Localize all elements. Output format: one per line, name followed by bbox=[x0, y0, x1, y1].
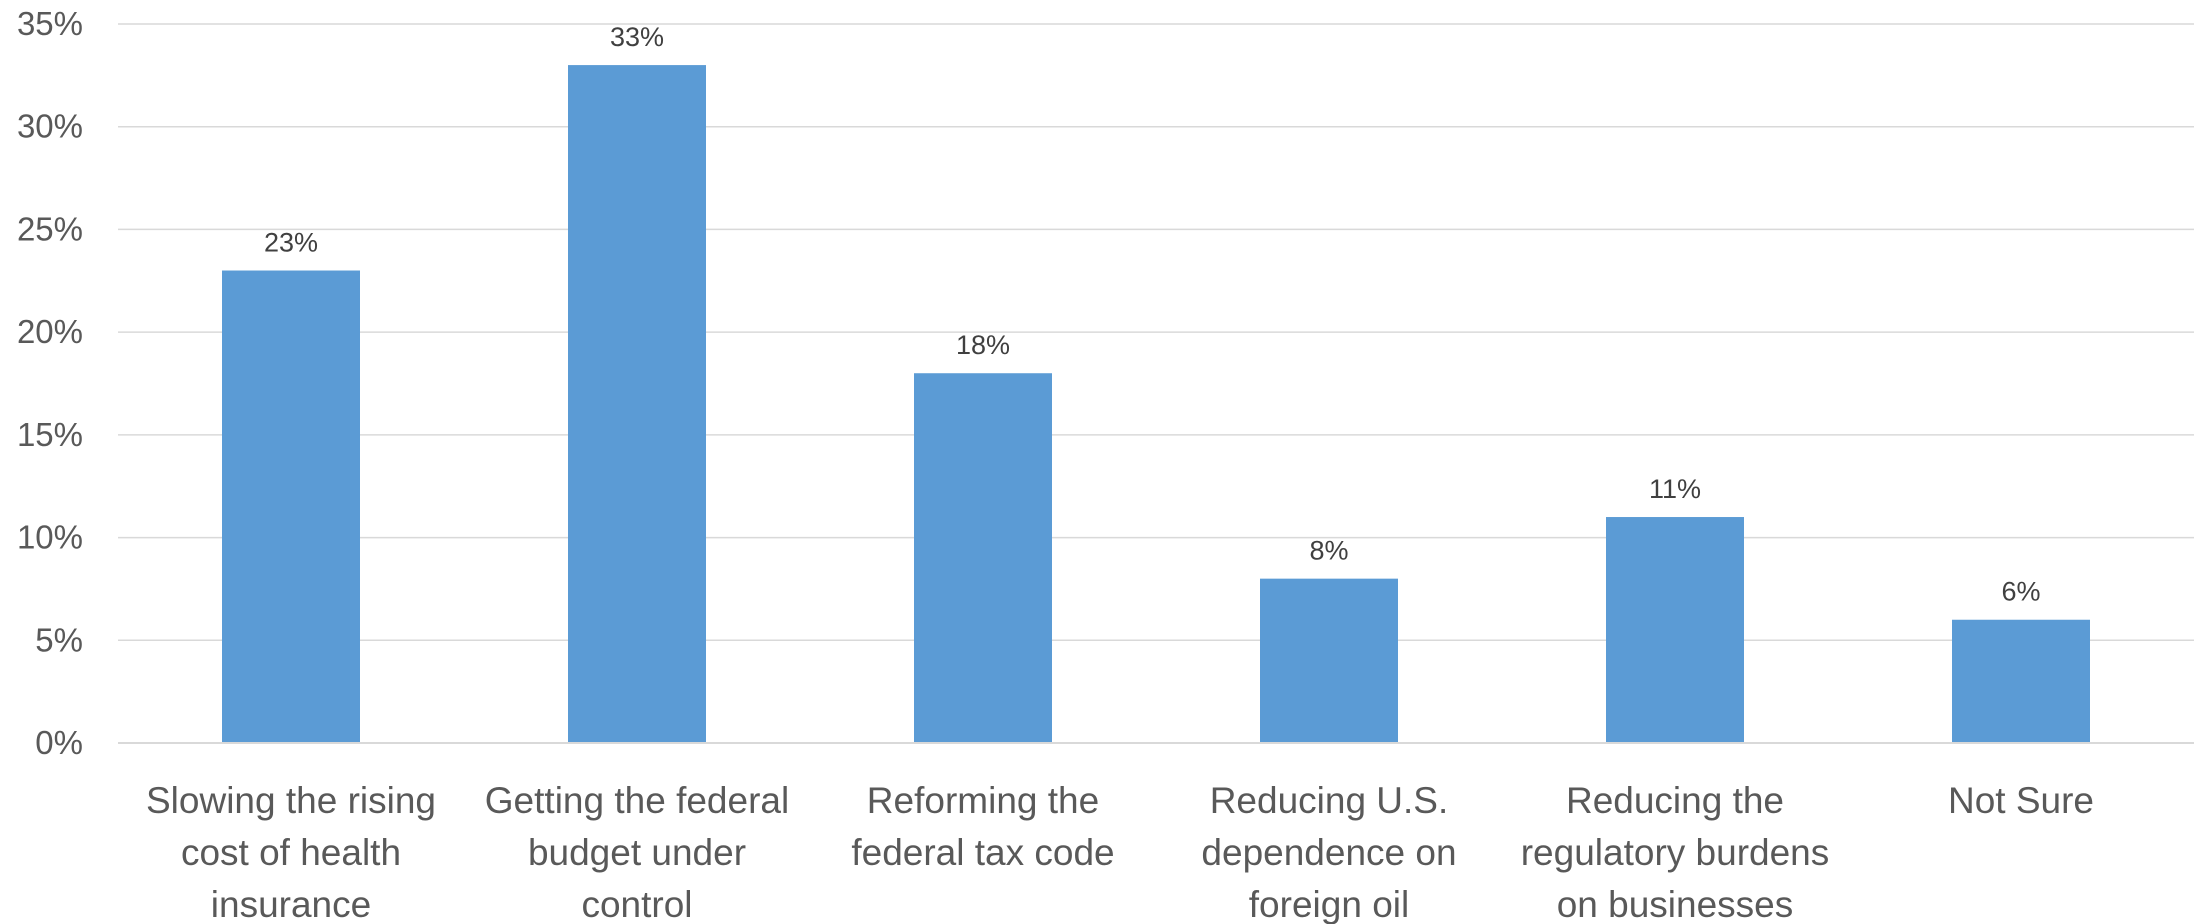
bar bbox=[914, 373, 1052, 743]
y-tick-label: 25% bbox=[17, 210, 83, 247]
y-tick-label: 10% bbox=[17, 519, 83, 556]
data-label: 23% bbox=[264, 228, 318, 258]
category-label: Not Sure bbox=[1948, 780, 2094, 821]
y-tick-label: 20% bbox=[17, 313, 83, 350]
category-label-line: control bbox=[581, 884, 692, 924]
data-labels: 23% 33% 18% 8% 11% 6% bbox=[264, 22, 2041, 607]
category-label-line: Reducing the bbox=[1566, 780, 1784, 821]
data-label: 8% bbox=[1309, 536, 1348, 566]
category-label: Reducing U.S. dependence on foreign oil bbox=[1201, 780, 1456, 924]
bar bbox=[568, 65, 706, 744]
category-label-line: Getting the federal bbox=[485, 780, 789, 821]
y-tick-label: 15% bbox=[17, 416, 83, 453]
category-label: Reforming the federal tax code bbox=[851, 780, 1114, 873]
bar bbox=[1952, 619, 2090, 743]
y-tick-label: 5% bbox=[35, 621, 83, 658]
category-label-line: Reforming the bbox=[867, 780, 1099, 821]
bar bbox=[222, 270, 360, 743]
data-label: 6% bbox=[2001, 577, 2040, 607]
data-label: 18% bbox=[956, 330, 1010, 360]
bars bbox=[222, 65, 2090, 744]
category-label-line: cost of health bbox=[181, 832, 401, 873]
y-tick-label: 30% bbox=[17, 108, 83, 145]
data-label: 33% bbox=[610, 22, 664, 52]
category-label-line: dependence on bbox=[1201, 832, 1456, 873]
y-tick-label: 0% bbox=[35, 724, 83, 761]
y-axis-tick-labels: 0% 5% 10% 15% 20% 25% 30% 35% bbox=[17, 5, 83, 761]
category-label-line: on businesses bbox=[1557, 884, 1794, 924]
category-label: Slowing the rising cost of health insuranc… bbox=[146, 780, 436, 924]
category-label-line: Slowing the rising bbox=[146, 780, 436, 821]
bar bbox=[1260, 578, 1398, 743]
bar bbox=[1606, 517, 1744, 743]
category-label-line: federal tax code bbox=[851, 832, 1114, 873]
category-label-line: regulatory burdens bbox=[1521, 832, 1830, 873]
category-label-line: insurance bbox=[211, 884, 371, 924]
category-label: Getting the federal budget under control bbox=[485, 780, 789, 924]
category-label-line: Not Sure bbox=[1948, 780, 2094, 821]
category-label-line: foreign oil bbox=[1249, 884, 1409, 924]
gridlines bbox=[118, 23, 2194, 642]
category-labels: Slowing the rising cost of health insuranc… bbox=[146, 780, 2094, 924]
category-label-line: Reducing U.S. bbox=[1210, 780, 1449, 821]
category-label: Reducing the regulatory burdens on busines… bbox=[1521, 780, 1830, 924]
data-label: 11% bbox=[1649, 474, 1701, 504]
category-label-line: budget under bbox=[528, 832, 746, 873]
y-tick-label: 35% bbox=[17, 5, 83, 42]
